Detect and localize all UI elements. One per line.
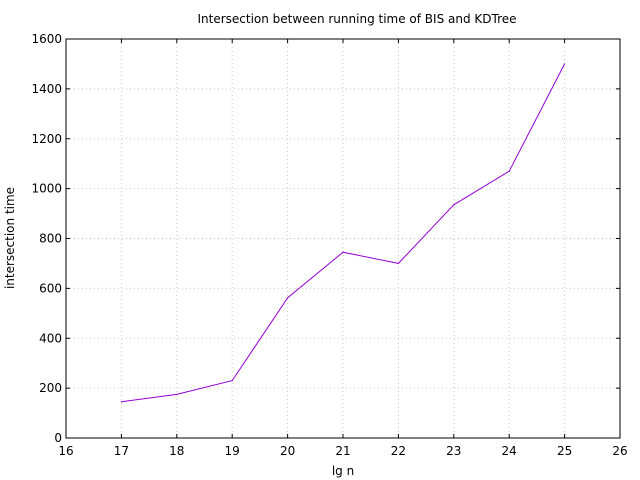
x-axis-label: lg n [332, 464, 354, 478]
data-layer [120, 63, 566, 403]
data-point [287, 297, 289, 299]
axis-ticks: 16 17 18 19 20 21 22 23 24 25 26 0 200 400 600 800 1000 1… [31, 32, 627, 458]
x-tick-label: 18 [169, 444, 184, 458]
data-point [508, 170, 510, 172]
y-tick-label: 0 [54, 431, 62, 445]
y-tick-label: 600 [39, 281, 62, 295]
x-tick-label: 16 [58, 444, 73, 458]
y-axis-label: intersection time [3, 187, 17, 289]
data-point [564, 63, 566, 65]
y-tick-label: 1000 [31, 182, 62, 196]
data-point [397, 262, 399, 265]
y-tick-label: 1600 [31, 32, 62, 46]
chart-title: Intersection between running time of BIS… [197, 12, 516, 26]
x-tick-label: 19 [225, 444, 240, 458]
x-tick-label: 20 [280, 444, 295, 458]
y-tick-label: 1400 [31, 82, 62, 96]
x-tick-label: 24 [502, 444, 517, 458]
y-tick-label: 1200 [31, 132, 62, 146]
x-tick-label: 26 [612, 444, 627, 458]
x-tick-label: 17 [114, 444, 129, 458]
y-tick-label: 400 [39, 331, 62, 345]
grid-lines [66, 39, 620, 438]
x-tick-label: 23 [446, 444, 461, 458]
data-point [120, 401, 122, 403]
x-tick-label: 22 [391, 444, 406, 458]
data-point [176, 393, 178, 395]
x-tick-label: 21 [335, 444, 350, 458]
y-tick-label: 800 [39, 232, 62, 246]
x-tick-label: 25 [557, 444, 572, 458]
data-point [453, 204, 455, 206]
y-tick-label: 200 [39, 381, 62, 395]
data-point [342, 251, 344, 253]
data-point [231, 380, 233, 382]
